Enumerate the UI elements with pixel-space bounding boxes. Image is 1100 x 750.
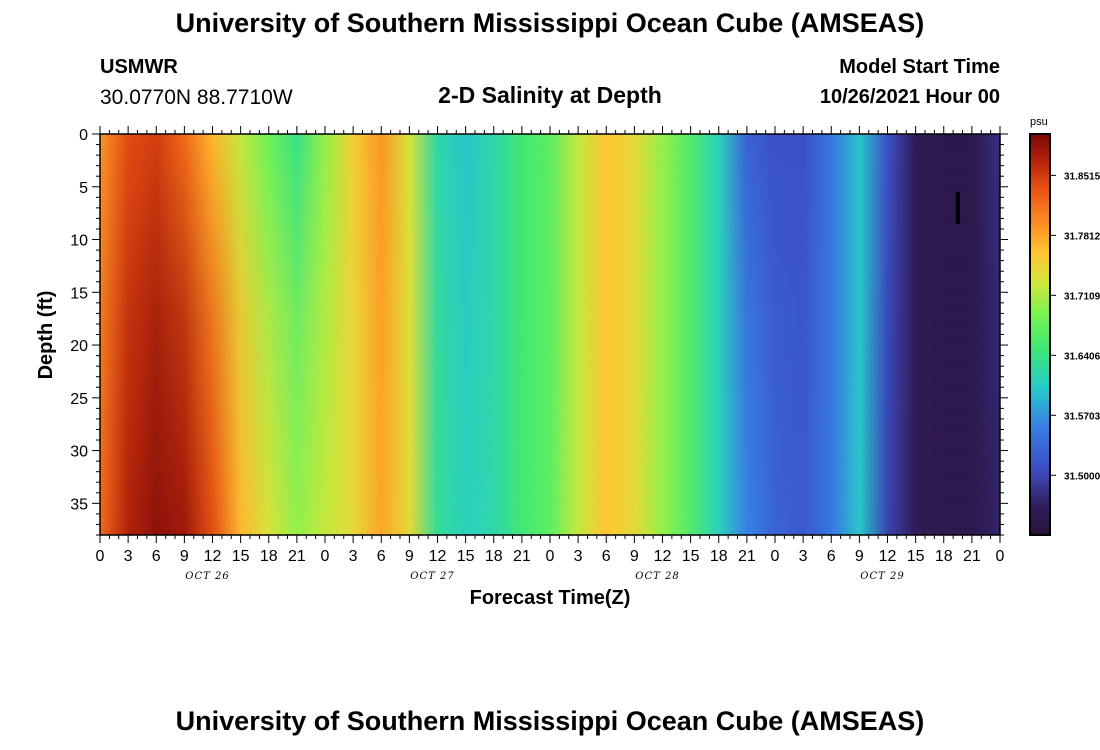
station-coordinates: 30.0770N 88.7710W <box>100 86 293 109</box>
x-tick-label: 18 <box>935 548 953 565</box>
x-tick-label: 0 <box>321 548 330 565</box>
x-tick-label: 9 <box>405 548 414 565</box>
x-tick-label: 9 <box>855 548 864 565</box>
colorbar-unit: psu <box>1030 116 1048 128</box>
x-tick-label: 6 <box>602 548 611 565</box>
x-tick-label: 0 <box>546 548 555 565</box>
date-label: OCT 27 <box>410 571 454 582</box>
y-tick-label: 20 <box>70 338 88 355</box>
salinity-heatmap <box>100 134 1000 535</box>
station-marker <box>955 192 960 224</box>
x-tick-label: 12 <box>879 548 897 565</box>
heatmap-depth-layer <box>100 134 1000 535</box>
x-tick-label: 18 <box>710 548 728 565</box>
y-tick-label: 30 <box>70 444 88 461</box>
y-tick-label: 35 <box>70 496 88 513</box>
x-tick-label: 0 <box>996 548 1005 565</box>
y-axis-title: Depth (ft) <box>35 291 57 380</box>
x-axis: 0 3 6 9 12 15 18 21 0 3 6 9 12 15 18 21 0 3 6 9 12 15 18 21 0 3 6 9… <box>96 126 1005 582</box>
x-tick-label: 6 <box>152 548 161 565</box>
x-tick-label: 12 <box>429 548 447 565</box>
y-tick-label: 10 <box>70 233 88 250</box>
y-tick-label: 15 <box>70 285 88 302</box>
footer-title: University of Southern Mississippi Ocean… <box>175 706 925 736</box>
x-tick-label: 15 <box>907 548 925 565</box>
page-title: University of Southern Mississippi Ocean… <box>175 8 925 38</box>
x-tick-label: 12 <box>654 548 672 565</box>
x-tick-label: 9 <box>180 548 189 565</box>
x-tick-label: 9 <box>630 548 639 565</box>
x-tick-label: 3 <box>349 548 358 565</box>
y-tick-label: 0 <box>79 127 88 144</box>
x-tick-label: 18 <box>485 548 503 565</box>
chart-subtitle: 2-D Salinity at Depth <box>438 82 662 108</box>
date-label: OCT 29 <box>860 571 904 582</box>
colorbar-tick-label: 31.5000 <box>1064 471 1100 482</box>
y-tick-label: 5 <box>79 180 88 197</box>
x-tick-label: 15 <box>232 548 250 565</box>
x-tick-label: 0 <box>771 548 780 565</box>
x-tick-label: 21 <box>513 548 531 565</box>
colorbar-tick-label: 31.7812 <box>1064 231 1100 242</box>
model-start-label: Model Start Time <box>839 56 1000 78</box>
x-tick-label: 21 <box>288 548 306 565</box>
x-tick-label: 6 <box>827 548 836 565</box>
x-tick-label: 3 <box>124 548 133 565</box>
x-tick-label: 15 <box>682 548 700 565</box>
x-tick-label: 3 <box>574 548 583 565</box>
x-tick-label: 15 <box>457 548 475 565</box>
station-id: USMWR <box>100 56 178 78</box>
colorbar-tick-label: 31.5703 <box>1064 411 1100 422</box>
colorbar-tick-label: 31.6406 <box>1064 351 1100 362</box>
x-tick-label: 12 <box>204 548 222 565</box>
date-label: OCT 26 <box>185 571 229 582</box>
x-tick-label: 3 <box>799 548 808 565</box>
x-axis-title: Forecast Time(Z) <box>470 587 631 609</box>
colorbar-tick-label: 31.8515 <box>1064 171 1100 182</box>
x-tick-label: 6 <box>377 548 386 565</box>
colorbar-tick-label: 31.7109 <box>1064 291 1100 302</box>
date-label: OCT 28 <box>635 571 679 582</box>
x-tick-label: 21 <box>738 548 756 565</box>
y-axis: 0 5 10 15 20 25 30 35 <box>70 127 1008 536</box>
x-tick-label: 0 <box>96 548 105 565</box>
colorbar: psu 31.8515 31.7812 31.7109 31.6406 31.5703 3… <box>1029 116 1100 536</box>
colorbar-scale <box>1029 133 1051 536</box>
x-tick-label: 18 <box>260 548 278 565</box>
model-start-value: 10/26/2021 Hour 00 <box>819 86 1000 108</box>
x-tick-label: 21 <box>963 548 981 565</box>
y-tick-label: 25 <box>70 391 88 408</box>
